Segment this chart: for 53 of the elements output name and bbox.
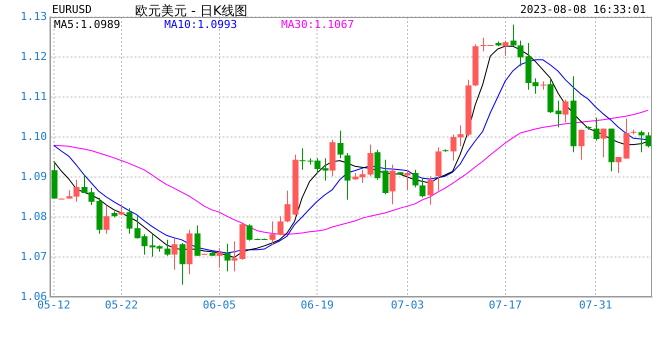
candlestick bbox=[510, 24, 516, 47]
y-tick-label: 1.07 bbox=[20, 250, 47, 263]
candlestick bbox=[638, 130, 644, 153]
candlestick bbox=[172, 238, 178, 270]
candlestick bbox=[278, 216, 284, 236]
text: MA5:1.0989 bbox=[54, 18, 120, 31]
y-tick-label: 1.09 bbox=[20, 170, 47, 183]
candlestick bbox=[420, 178, 426, 198]
candlestick bbox=[284, 190, 290, 223]
y-tick-label: 1.11 bbox=[20, 90, 47, 103]
candlestick bbox=[390, 164, 396, 205]
candlestick bbox=[338, 130, 344, 159]
x-tick-label: 07-31 bbox=[579, 298, 612, 312]
candlestick bbox=[562, 99, 568, 123]
candlestick bbox=[556, 100, 562, 128]
candlestick bbox=[404, 169, 410, 190]
candlestick bbox=[412, 169, 418, 188]
x-tick-label: 07-03 bbox=[390, 298, 424, 312]
candlestick bbox=[594, 117, 600, 142]
candlestick bbox=[616, 156, 622, 174]
candlestick bbox=[224, 243, 230, 272]
candlestick bbox=[382, 159, 388, 195]
text: MA30:1.1067 bbox=[281, 18, 354, 31]
candlestick bbox=[300, 148, 306, 170]
candlestick bbox=[216, 248, 222, 268]
candlestick bbox=[164, 239, 170, 256]
y-tick-label: 1.10 bbox=[20, 130, 47, 143]
candlestick bbox=[368, 144, 374, 177]
y-tick-label: 1.12 bbox=[20, 50, 47, 63]
candlestick bbox=[600, 128, 606, 158]
candlestick bbox=[578, 129, 584, 160]
x-tick-label: 06-05 bbox=[202, 298, 236, 312]
candlestick bbox=[232, 240, 238, 272]
candlestick bbox=[118, 204, 124, 216]
text: MA10:1.0993 bbox=[164, 18, 238, 31]
x-tick-label: 05-22 bbox=[104, 298, 138, 312]
candlestick bbox=[104, 204, 110, 234]
candlestick bbox=[194, 224, 200, 256]
x-tick-label: 06-19 bbox=[300, 298, 334, 312]
candlestick bbox=[518, 40, 524, 67]
text: EURUSD bbox=[52, 3, 92, 16]
y-tick-label: 1.08 bbox=[20, 210, 47, 223]
candlestick bbox=[180, 242, 186, 286]
y-tick-label: 1.13 bbox=[20, 10, 47, 23]
chart-title: 欧元美元 - 日K线图 bbox=[135, 3, 248, 20]
candlestick bbox=[502, 40, 508, 56]
candlestick bbox=[270, 220, 276, 246]
candlestick bbox=[126, 208, 132, 234]
candlestick bbox=[428, 176, 434, 206]
x-tick-label: 07-17 bbox=[488, 298, 522, 312]
text: 2023-08-08 16:33:01 bbox=[520, 3, 646, 16]
candlestick bbox=[246, 224, 252, 242]
candlestick bbox=[322, 158, 328, 182]
